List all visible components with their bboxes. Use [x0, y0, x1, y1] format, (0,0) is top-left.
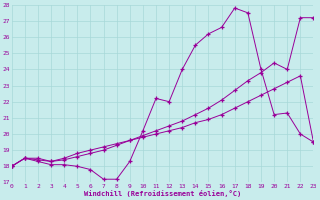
X-axis label: Windchill (Refroidissement éolien,°C): Windchill (Refroidissement éolien,°C): [84, 190, 241, 197]
